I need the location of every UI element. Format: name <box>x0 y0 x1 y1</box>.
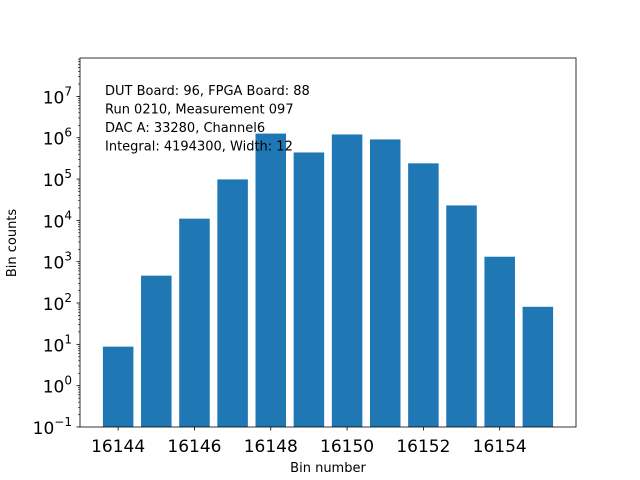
x-axis-label: Bin number <box>290 461 366 476</box>
y-tick-base: 10 <box>33 419 55 439</box>
x-tick-label: 16144 <box>91 437 145 457</box>
x-tick-label: 16154 <box>473 437 527 457</box>
y-tick-base: 10 <box>43 254 65 274</box>
y-tick-label: 107 <box>43 84 72 108</box>
y-tick-exponent: −1 <box>54 415 72 429</box>
bar-16149 <box>293 152 325 427</box>
bar-16147 <box>217 179 248 427</box>
annotation-line: DAC A: 33280, Channel6 <box>105 121 265 136</box>
y-tick-exponent: 5 <box>64 167 72 181</box>
y-tick-exponent: 3 <box>64 250 72 264</box>
bar-16148 <box>255 133 287 427</box>
bar-16145 <box>141 275 172 427</box>
y-tick-base: 10 <box>43 336 65 356</box>
plot-frame <box>79 57 577 428</box>
x-tick-label: 16148 <box>244 437 298 457</box>
y-tick-label: 10−1 <box>33 415 72 439</box>
x-tick-label: 16152 <box>396 437 450 457</box>
annotation-line: Run 0210, Measurement 097 <box>105 103 294 118</box>
y-tick-base: 10 <box>43 130 65 150</box>
bar-16154 <box>484 256 515 427</box>
annotation-box: DUT Board: 96, FPGA Board: 88 Run 0210, M… <box>105 84 310 155</box>
bar-16151 <box>369 139 401 428</box>
ticks: 16144 16146 16148 16150 16152 1615410−1100101… <box>33 58 527 457</box>
y-tick-label: 100 <box>43 374 72 398</box>
y-tick-base: 10 <box>43 295 65 315</box>
bar-16144 <box>102 346 134 427</box>
y-tick-exponent: 0 <box>64 374 72 388</box>
y-tick-exponent: 2 <box>64 291 72 305</box>
y-tick-base: 10 <box>43 88 65 108</box>
y-tick-exponent: 1 <box>64 332 72 346</box>
bars <box>102 133 554 428</box>
annotation-line: Integral: 4194300, Width: 12 <box>105 140 293 155</box>
y-tick-label: 106 <box>43 126 72 150</box>
y-tick-base: 10 <box>43 171 65 191</box>
y-tick-base: 10 <box>43 212 65 232</box>
y-tick-exponent: 6 <box>64 126 72 140</box>
y-tick-label: 103 <box>43 250 72 274</box>
bar-16155 <box>522 306 554 427</box>
x-tick-label: 16146 <box>167 437 221 457</box>
bar-16146 <box>179 218 210 427</box>
y-tick-exponent: 4 <box>64 208 72 222</box>
bar-16152 <box>408 163 439 427</box>
y-tick-exponent: 7 <box>64 84 72 98</box>
y-axis-label: Bin counts <box>5 209 20 278</box>
bar-16153 <box>446 205 477 427</box>
bar-16150 <box>331 134 363 428</box>
x-tick-label: 16150 <box>320 437 374 457</box>
y-tick-label: 104 <box>43 208 72 232</box>
annotation-line: DUT Board: 96, FPGA Board: 88 <box>105 84 310 99</box>
y-tick-base: 10 <box>43 378 65 398</box>
y-tick-label: 101 <box>43 332 72 356</box>
y-tick-label: 105 <box>43 167 72 191</box>
y-tick-label: 102 <box>43 291 72 315</box>
